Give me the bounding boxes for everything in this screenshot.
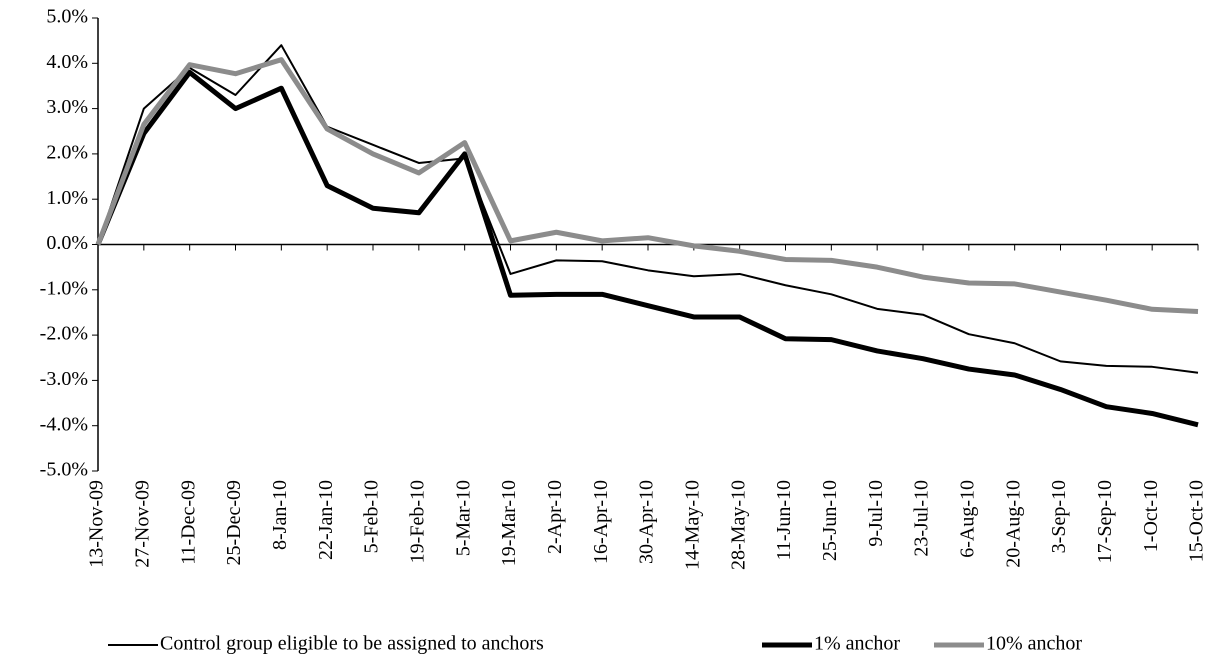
x-tick-label: 16-Apr-10 (590, 480, 612, 564)
y-tick-label: 5.0% (46, 6, 88, 28)
x-tick-label: 5-Feb-10 (361, 480, 383, 553)
x-tick-label: 8-Jan-10 (269, 480, 291, 550)
x-tick-label: 23-Jul-10 (911, 480, 933, 557)
y-tick-label: -3.0% (40, 368, 88, 390)
legend-label: 10% anchor (986, 633, 1082, 655)
series-line (95, 57, 1199, 315)
y-tick-label: 2.0% (46, 141, 88, 163)
y-tick-label: 0.0% (46, 232, 88, 254)
x-tick-label: 15-Oct-10 (1186, 480, 1208, 562)
x-tick-label: 11-Dec-09 (177, 480, 199, 565)
x-tick-label: 25-Dec-09 (223, 480, 245, 566)
x-tick-label: 27-Nov-09 (131, 480, 153, 568)
y-tick-label: -4.0% (40, 413, 88, 435)
x-tick-label: 3-Sep-10 (1048, 480, 1070, 553)
y-tick-label: -1.0% (40, 277, 88, 299)
x-tick-label: 19-Feb-10 (406, 480, 428, 563)
legend-label: Control group eligible to be assigned to… (160, 633, 544, 655)
y-tick-label: -5.0% (40, 459, 88, 481)
y-tick-label: -2.0% (40, 323, 88, 345)
x-tick-label: 13-Nov-09 (86, 480, 108, 568)
x-tick-label: 28-May-10 (727, 480, 749, 570)
x-tick-label: 6-Aug-10 (956, 480, 978, 558)
x-tick-label: 1-Oct-10 (1140, 480, 1162, 552)
x-tick-label: 25-Jun-10 (819, 480, 841, 561)
y-tick-label: 1.0% (46, 187, 88, 209)
x-tick-label: 14-May-10 (681, 480, 703, 570)
y-tick-label: 4.0% (46, 51, 88, 73)
legend-label: 1% anchor (814, 633, 900, 655)
x-tick-label: 17-Sep-10 (1094, 480, 1116, 563)
x-tick-label: 20-Aug-10 (1002, 480, 1024, 568)
x-tick-label: 2-Apr-10 (544, 480, 566, 554)
x-tick-label: 5-Mar-10 (452, 480, 474, 556)
x-tick-label: 30-Apr-10 (636, 480, 658, 564)
x-tick-label: 19-Mar-10 (498, 480, 520, 566)
x-tick-label: 9-Jul-10 (865, 480, 887, 547)
y-tick-label: 3.0% (46, 96, 88, 118)
x-tick-label: 11-Jun-10 (773, 480, 795, 560)
series-line (97, 44, 1199, 374)
series-line (95, 69, 1199, 428)
x-tick-label: 22-Jan-10 (315, 480, 337, 560)
